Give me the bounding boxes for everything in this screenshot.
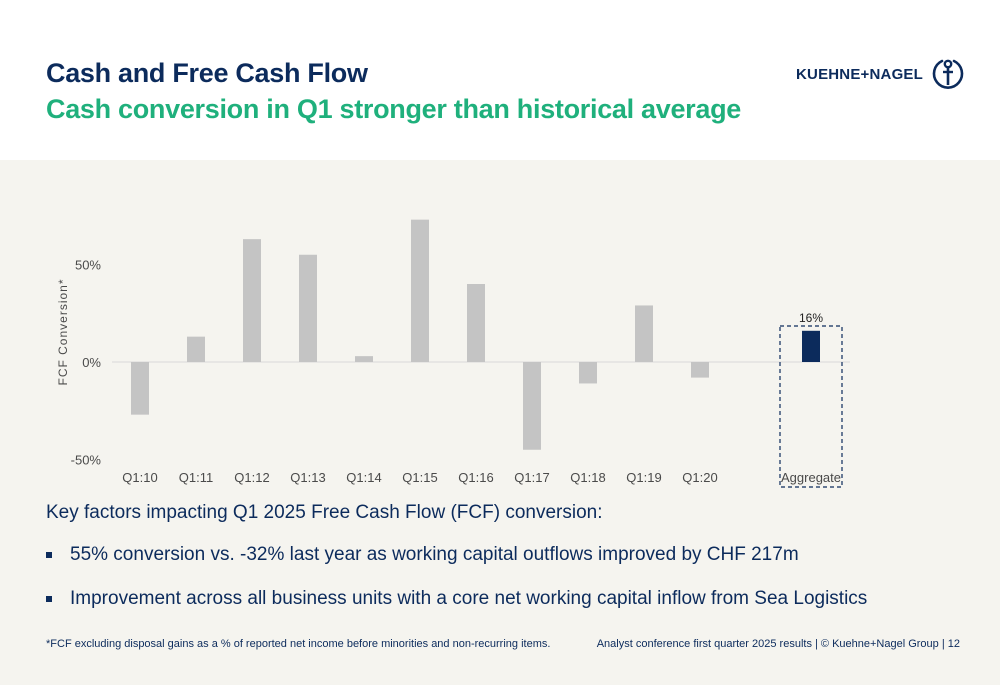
fcf-conversion-chart: -50% 0% 50% FCF Conversion* Q1:10 Q1:11 Q1:12 Q… — [56, 219, 850, 488]
slide-title: Cash and Free Cash Flow — [46, 58, 368, 88]
bar — [467, 284, 485, 362]
slide-header — [0, 0, 1000, 160]
company-logo: KUEHNE+NAGEL — [796, 55, 965, 93]
anchor-icon — [932, 59, 964, 89]
bar — [579, 362, 597, 384]
slide-subtitle: Cash conversion in Q1 stronger than hist… — [46, 94, 742, 124]
footer-source: Analyst conference first quarter 2025 re… — [596, 638, 960, 650]
x-tick-label: Q1:18 — [570, 470, 605, 485]
x-tick-label: Q1:13 — [290, 470, 325, 485]
aggregate-data-label: 16% — [799, 311, 823, 325]
bar — [635, 305, 653, 362]
x-tick-label: Q1:19 — [626, 470, 661, 485]
bar — [691, 362, 709, 378]
bar — [523, 362, 541, 450]
x-tick-label: Q1:10 — [122, 470, 157, 485]
bar — [243, 239, 261, 362]
x-tick-label: Q1:14 — [346, 470, 381, 485]
key-factors-title: Key factors impacting Q1 2025 Free Cash … — [46, 502, 603, 523]
bar — [411, 219, 429, 362]
bar — [355, 356, 373, 362]
key-factor-item: 55% conversion vs. -32% last year as wor… — [46, 540, 867, 584]
x-tick-label: Q1:20 — [682, 470, 717, 485]
bar — [131, 362, 149, 415]
bar — [299, 254, 317, 362]
x-tick-label: Aggregate — [781, 470, 841, 485]
bar — [187, 336, 205, 362]
x-tick-label: Q1:11 — [179, 470, 213, 485]
y-tick-label: 50% — [75, 258, 101, 273]
x-tick-label: Q1:12 — [234, 470, 269, 485]
y-axis-label: FCF Conversion* — [56, 278, 70, 385]
x-tick-label: Q1:16 — [458, 470, 493, 485]
key-factors-list: 55% conversion vs. -32% last year as wor… — [46, 540, 867, 628]
aggregate-bar — [802, 330, 820, 362]
y-tick-label: -50% — [71, 453, 102, 468]
y-tick-label: 0% — [82, 355, 101, 370]
logo-text: KUEHNE+NAGEL — [796, 65, 923, 83]
x-tick-label: Q1:15 — [402, 470, 437, 485]
aggregate-highlight-box — [779, 325, 843, 488]
key-factor-item: Improvement across all business units wi… — [46, 584, 867, 628]
x-tick-label: Q1:17 — [514, 470, 549, 485]
footnote: *FCF excluding disposal gains as a % of … — [46, 638, 551, 650]
